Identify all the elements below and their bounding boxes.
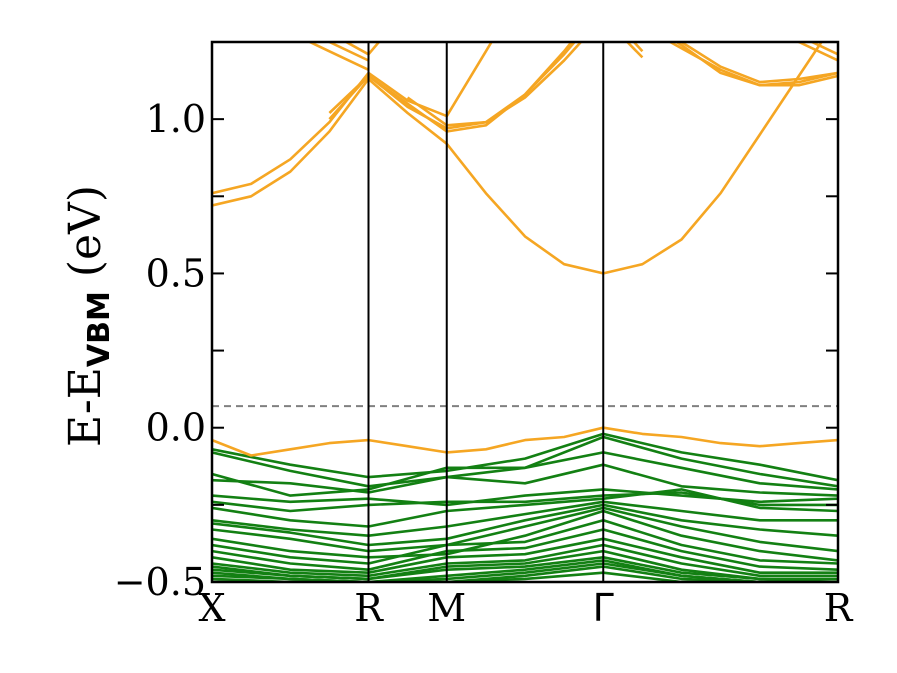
conduction-band-9: [674, 42, 838, 87]
valence-bands: [212, 432, 838, 582]
kpoint-lines: [367, 42, 605, 582]
valence-band-4: [212, 463, 838, 497]
y-axis-label-subscript: VBM: [82, 291, 117, 367]
conduction-band-3: [306, 42, 370, 71]
conduction-band-12: [795, 42, 838, 62]
valence-band-13: [212, 528, 838, 571]
valence-band-15: [212, 543, 838, 578]
y-tick-label-2: 0.0: [146, 406, 206, 450]
conduction-band-8: [406, 42, 574, 127]
valence-band-11: [212, 509, 838, 562]
conduction-band-6: [328, 42, 644, 130]
valence-band-10: [212, 506, 838, 553]
x-tick-label-3: M: [427, 586, 466, 630]
valence-band-9: [212, 503, 838, 547]
conduction-band-10: [667, 42, 838, 87]
valence-band-14: [212, 537, 838, 574]
ticks: [212, 118, 838, 583]
conduction-band-7: [328, 42, 644, 133]
valence-band-21: [212, 571, 838, 582]
conduction-band-2: [212, 42, 494, 195]
x-tick-label-1: X: [198, 586, 225, 630]
conduction-band-4: [325, 42, 370, 62]
y-axis-label-main: E-E: [60, 367, 111, 447]
conduction-band-1: [212, 42, 824, 275]
conduction-band-13: [808, 42, 838, 56]
valence-band-3: [212, 451, 838, 497]
conduction-bands: [212, 42, 838, 457]
axes: [210, 40, 840, 584]
conduction-band-5: [343, 42, 381, 56]
conduction-band-11: [679, 42, 838, 84]
valence-band-17: [212, 556, 838, 582]
x-tick-label-4: Γ: [593, 586, 614, 630]
y-axis-label: E-EVBM (eV): [60, 185, 117, 447]
y-axis-label-unit: (eV): [60, 185, 111, 291]
plot-frame: [210, 40, 840, 584]
valence-band-7: [212, 488, 838, 528]
x-tick-label-2: R: [354, 586, 384, 630]
y-tick-labels: −0.5 0.0 0.5 1.0: [114, 97, 206, 604]
valence-band-1: [212, 432, 838, 482]
y-tick-label-4: 1.0: [146, 97, 206, 141]
y-tick-label-3: 0.5: [146, 251, 206, 295]
plot-area: [212, 42, 838, 582]
valence-band-12: [212, 519, 838, 565]
y-tick-label-1: −0.5: [114, 560, 206, 604]
valence-band-8: [212, 500, 838, 537]
x-tick-label-5: R: [824, 586, 854, 630]
highest-valence-band: [212, 426, 838, 457]
